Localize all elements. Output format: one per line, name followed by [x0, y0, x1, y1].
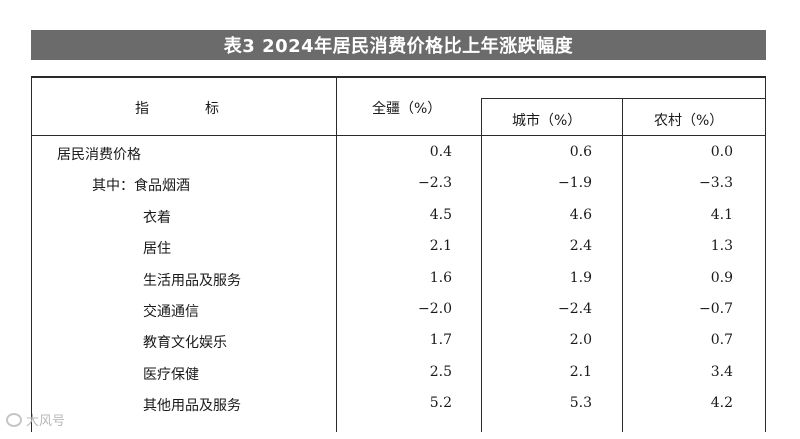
cell-rural: 1.3 — [710, 238, 733, 255]
divider-right-frame — [765, 77, 766, 432]
watermark: 大风号 — [6, 410, 65, 429]
cell-urban: 4.6 — [569, 206, 592, 223]
header-indicator: 指 标 — [135, 101, 219, 117]
cell-urban: 2.4 — [569, 238, 592, 255]
header-urban: 城市（%） — [512, 113, 582, 129]
row-label: 交通通信 — [143, 304, 199, 320]
cell-urban: 0.6 — [569, 144, 592, 160]
table-row: 教育文化娱乐 1.7 2.0 0.7 — [0, 326, 800, 357]
cell-national: 2.5 — [429, 363, 452, 380]
row-label: 生活用品及服务 — [143, 272, 241, 289]
cell-national: 2.1 — [429, 238, 452, 255]
watermark-text: 大风号 — [26, 414, 66, 429]
cell-rural: −3.3 — [699, 175, 733, 192]
table-row: 其他用品及服务 5.2 5.3 4.2 — [0, 389, 800, 420]
table-top-border — [31, 76, 766, 78]
table-row: 医疗保健 2.5 2.1 3.4 — [0, 358, 800, 389]
table-title: 表3 2024年居民消费价格比上年涨跌幅度 — [31, 30, 766, 60]
subheader-top-border — [481, 98, 766, 99]
cell-national: 1.7 — [429, 332, 452, 349]
cell-rural: 0.0 — [710, 144, 733, 160]
table-row: 生活用品及服务 1.6 1.9 0.9 — [0, 264, 800, 295]
header-rural: 农村（%） — [654, 113, 724, 129]
cell-urban: −2.4 — [558, 301, 592, 317]
table-row: 居民消费价格 0.4 0.6 0.0 — [0, 138, 800, 169]
table-row: 衣着 4.5 4.6 4.1 — [0, 201, 800, 232]
row-label: 其他用品及服务 — [143, 398, 241, 415]
divider-left-frame — [31, 77, 32, 432]
row-label: 居民消费价格 — [57, 147, 141, 163]
cell-rural: 4.2 — [710, 395, 733, 412]
cell-urban: −1.9 — [558, 175, 592, 192]
table-row: 居住 2.1 2.4 1.3 — [0, 232, 800, 263]
cell-national: −2.0 — [418, 301, 452, 317]
table-row: 交通通信 −2.0 −2.4 −0.7 — [0, 295, 800, 326]
header-bottom-border — [31, 135, 766, 136]
cell-rural: 0.7 — [710, 332, 733, 349]
row-label: 医疗保健 — [143, 366, 199, 383]
cell-rural: 4.1 — [710, 206, 733, 223]
cell-urban: 2.1 — [569, 363, 592, 380]
row-label: 衣着 — [143, 209, 171, 226]
divider-urban — [622, 99, 623, 432]
logo-icon — [6, 412, 22, 427]
divider-national — [481, 99, 482, 432]
row-label: 居住 — [143, 241, 171, 258]
cell-rural: 3.4 — [710, 363, 733, 380]
cell-national: −2.3 — [418, 175, 452, 192]
row-label: 教育文化娱乐 — [143, 335, 227, 352]
cell-national: 1.6 — [429, 269, 452, 286]
header-national: 全疆（%） — [372, 101, 442, 117]
row-label: 其中：食品烟酒 — [92, 178, 190, 195]
divider-indicator — [336, 77, 337, 432]
cell-national: 0.4 — [429, 144, 452, 160]
cell-urban: 5.3 — [569, 395, 592, 412]
cell-urban: 2.0 — [569, 332, 592, 349]
cell-rural: −0.7 — [699, 301, 733, 317]
cell-national: 4.5 — [429, 206, 452, 223]
cell-national: 5.2 — [429, 395, 452, 412]
cell-urban: 1.9 — [569, 269, 592, 286]
cell-rural: 0.9 — [710, 269, 733, 286]
table-row: 其中：食品烟酒 −2.3 −1.9 −3.3 — [0, 169, 800, 200]
